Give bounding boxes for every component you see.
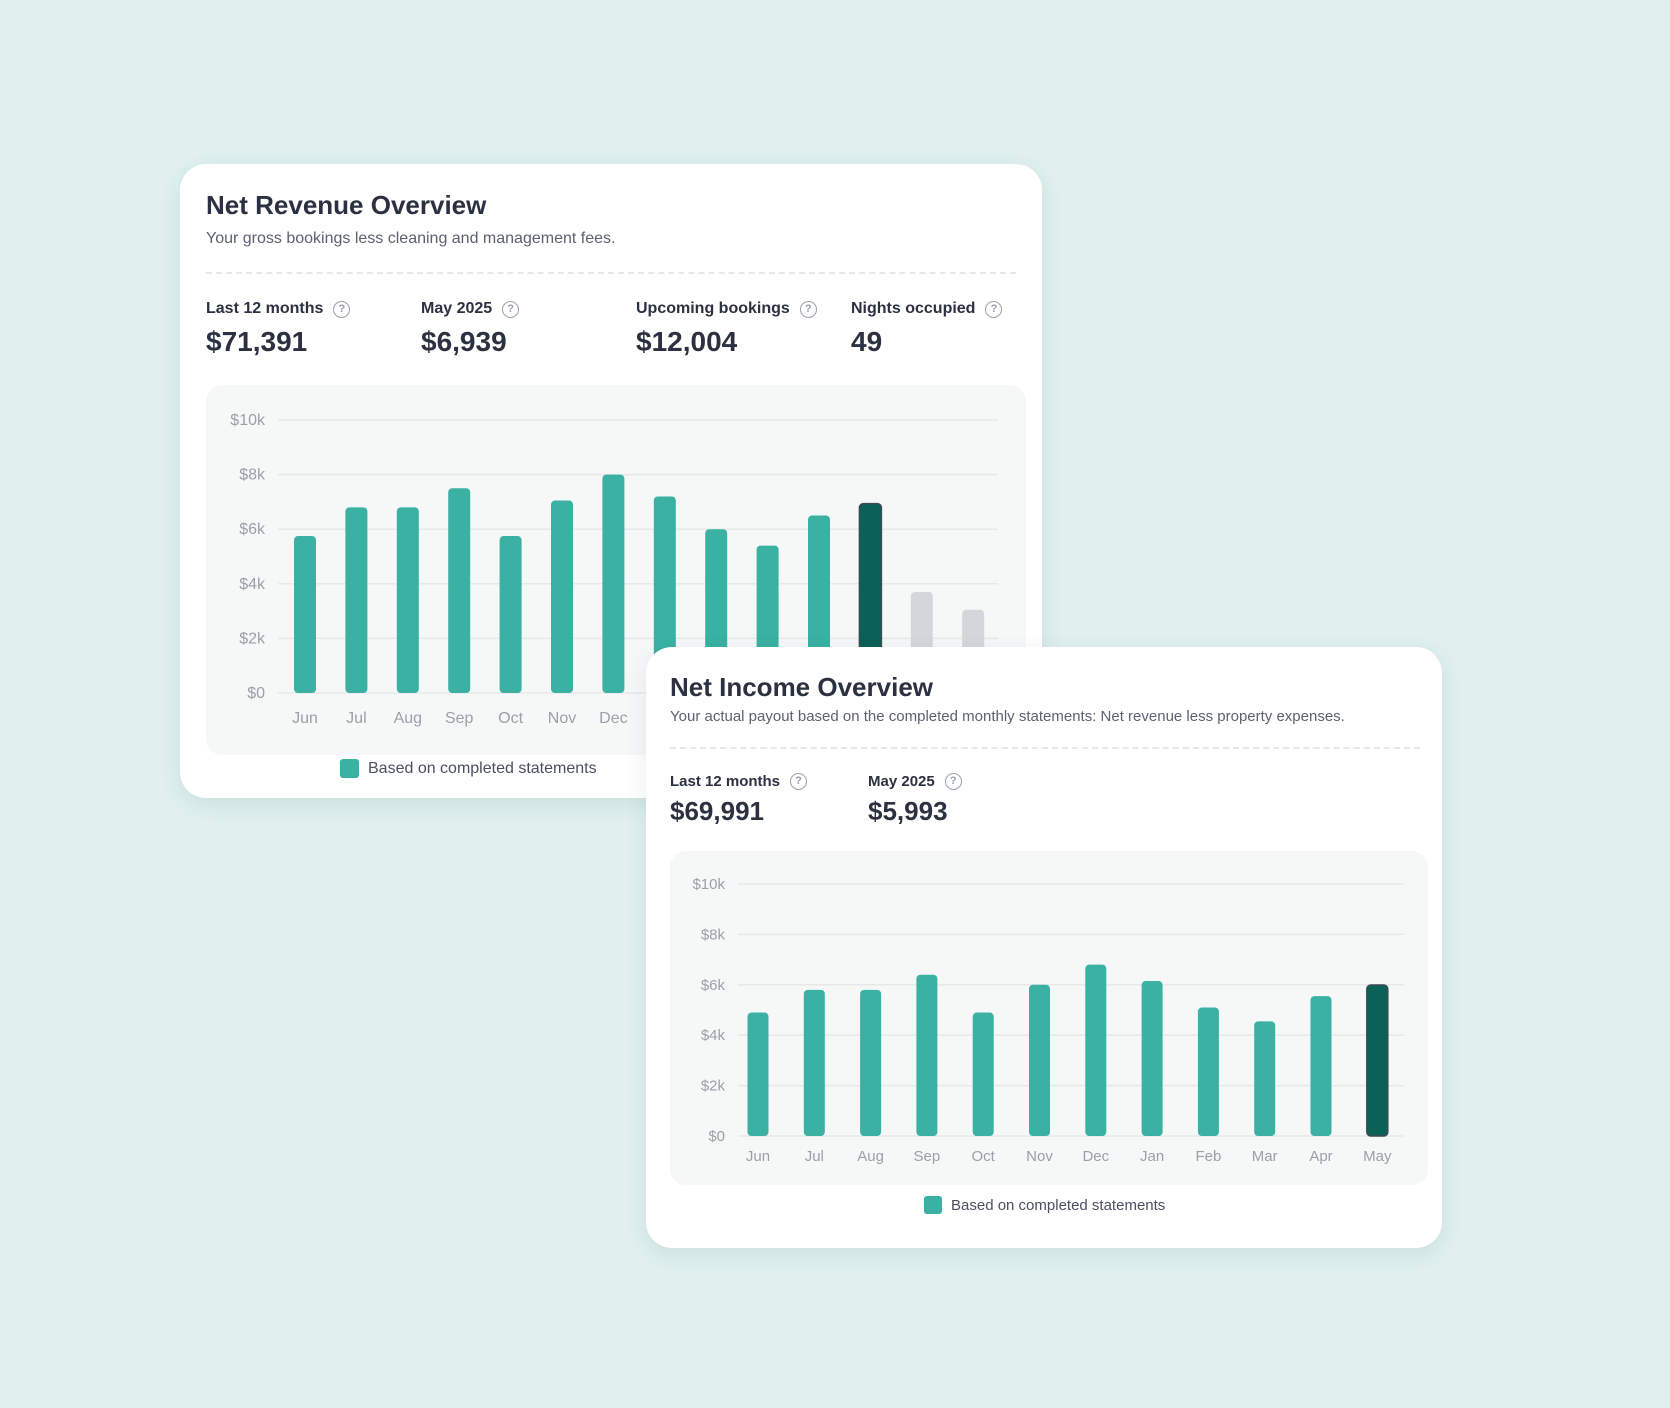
x-tick-label: May (1363, 1148, 1392, 1165)
stat-label: Upcoming bookings (636, 300, 790, 317)
y-tick-label: $2k (239, 630, 266, 647)
x-tick-label: Sep (914, 1148, 941, 1165)
y-tick-label: $6k (239, 521, 266, 538)
y-tick-label: $10k (230, 412, 266, 429)
bar-jul (345, 507, 368, 693)
stat-value: $6,939 (421, 326, 507, 357)
stat-value: $69,991 (670, 796, 764, 826)
bar-sep (916, 974, 938, 1136)
net-revenue-card: Net Revenue Overview Your gross bookings… (180, 164, 1042, 798)
x-tick-label: Jun (292, 710, 318, 727)
bar-aug (860, 989, 882, 1136)
divider (206, 272, 1016, 274)
y-tick-label: $0 (708, 1128, 725, 1145)
card-subtitle: Your actual payout based on the complete… (670, 708, 1345, 725)
x-tick-label: Jun (746, 1148, 770, 1165)
y-tick-label: $4k (239, 576, 266, 593)
legend-swatch (340, 759, 359, 778)
income-bar-chart: $0 $2k $4k $6k $8k $10k Jun Jul Aug Sep Oct Nov Dec J… (692, 876, 1404, 1165)
stat-label: May 2025 (421, 300, 493, 317)
stat-may-2025: May 2025? $6,939 (421, 300, 520, 358)
x-tick-label: Jul (346, 710, 366, 727)
x-tick-label: Aug (394, 710, 422, 727)
divider (670, 747, 1420, 749)
bar-jun (747, 1012, 769, 1136)
bar-sep (448, 488, 471, 693)
y-tick-label: $4k (701, 1027, 726, 1044)
y-tick-label: $0 (247, 685, 265, 702)
bar-jan (653, 496, 676, 693)
stat-may-2025: May 2025? $5,993 (868, 773, 962, 827)
x-tick-label: Sep (445, 710, 474, 727)
x-tick-label: Oct (498, 710, 523, 727)
bar-aug (396, 507, 419, 693)
y-tick-label: $8k (701, 926, 726, 943)
bar-jun (294, 536, 316, 693)
y-tick-label: $10k (692, 876, 725, 893)
help-circle-icon[interactable]: ? (333, 300, 351, 318)
stat-value: $5,993 (868, 796, 948, 826)
bar-may (1366, 984, 1389, 1137)
income-chart: $0 $2k $4k $6k $8k $10k Jun Jul Aug Sep Oct Nov Dec J… (670, 851, 1428, 1185)
help-circle-icon[interactable]: ? (985, 300, 1003, 318)
x-tick-label: Nov (1026, 1148, 1053, 1165)
stat-value: 49 (851, 326, 883, 357)
legend-label: Based on completed statements (951, 1196, 1166, 1214)
bar-apr (1310, 996, 1332, 1136)
stat-label: Last 12 months (206, 300, 324, 317)
bar-dec (602, 474, 625, 693)
x-tick-label: Oct (972, 1148, 996, 1165)
bar-oct (499, 536, 522, 693)
x-tick-label: Aug (857, 1148, 884, 1165)
net-income-card: Net Income Overview Your actual payout b… (646, 647, 1442, 1248)
chart-legend: Based on completed statements (924, 1196, 1165, 1214)
card-subtitle: Your gross bookings less cleaning and ma… (206, 230, 616, 247)
bar-nov (551, 500, 573, 693)
bar-nov (1029, 984, 1050, 1136)
help-circle-icon[interactable]: ? (799, 300, 817, 318)
stat-label: Last 12 months (670, 773, 781, 790)
stat-last-12-months: Last 12 months? $69,991 (670, 773, 808, 827)
bar-jan (1141, 981, 1163, 1136)
help-circle-icon[interactable]: ? (790, 773, 808, 790)
legend-swatch (924, 1196, 942, 1214)
stat-label: Nights occupied (851, 300, 976, 317)
x-tick-label: Jan (1140, 1148, 1164, 1165)
help-circle-icon[interactable]: ? (944, 773, 962, 790)
stat-value: $71,391 (206, 326, 308, 357)
card-title: Net Revenue Overview (206, 190, 487, 220)
stat-last-12-months: Last 12 months? $71,391 (206, 300, 351, 358)
x-tick-label: Jul (805, 1148, 824, 1165)
bar-feb (1197, 1007, 1219, 1136)
x-tick-label: Feb (1195, 1148, 1221, 1165)
chart-legend: Based on completed statements (340, 759, 597, 778)
legend-label: Based on completed statements (368, 759, 597, 777)
y-tick-label: $2k (701, 1078, 726, 1095)
y-tick-label: $8k (239, 467, 266, 484)
help-circle-icon[interactable]: ? (502, 300, 520, 318)
bar-jul (803, 989, 825, 1136)
stat-value: $12,004 (636, 326, 738, 357)
bar-mar (1254, 1021, 1276, 1136)
x-tick-label: Mar (1252, 1148, 1278, 1165)
card-title: Net Income Overview (670, 672, 933, 702)
y-tick-label: $6k (701, 977, 726, 994)
bar-oct (972, 1012, 994, 1136)
x-tick-label: Apr (1309, 1148, 1332, 1165)
x-tick-label: Nov (548, 710, 576, 727)
stat-label: May 2025 (868, 773, 935, 790)
stat-nights-occupied: Nights occupied? 49 (851, 300, 1003, 358)
x-tick-label: Dec (599, 710, 627, 727)
bar-dec (1085, 964, 1107, 1136)
x-tick-label: Dec (1082, 1148, 1109, 1165)
stat-upcoming-bookings: Upcoming bookings? $12,004 (636, 300, 817, 358)
